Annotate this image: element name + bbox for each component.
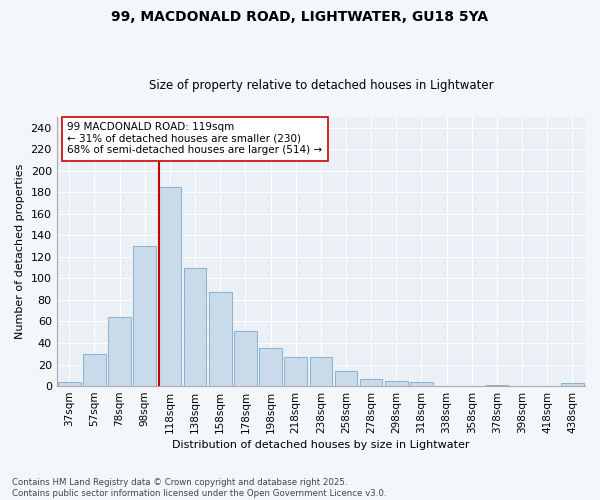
Text: 99 MACDONALD ROAD: 119sqm
← 31% of detached houses are smaller (230)
68% of semi: 99 MACDONALD ROAD: 119sqm ← 31% of detac… bbox=[67, 122, 322, 156]
Bar bbox=[360, 378, 382, 386]
Bar bbox=[310, 357, 332, 386]
Bar bbox=[184, 268, 206, 386]
Bar bbox=[385, 380, 407, 386]
Bar bbox=[158, 187, 181, 386]
Bar bbox=[108, 317, 131, 386]
Y-axis label: Number of detached properties: Number of detached properties bbox=[15, 164, 25, 339]
X-axis label: Distribution of detached houses by size in Lightwater: Distribution of detached houses by size … bbox=[172, 440, 470, 450]
Bar bbox=[410, 382, 433, 386]
Bar bbox=[234, 331, 257, 386]
Bar bbox=[335, 371, 358, 386]
Bar bbox=[485, 385, 508, 386]
Bar bbox=[284, 357, 307, 386]
Bar bbox=[209, 292, 232, 386]
Bar bbox=[83, 354, 106, 386]
Title: Size of property relative to detached houses in Lightwater: Size of property relative to detached ho… bbox=[149, 79, 493, 92]
Bar bbox=[58, 382, 80, 386]
Bar bbox=[561, 383, 584, 386]
Text: Contains HM Land Registry data © Crown copyright and database right 2025.
Contai: Contains HM Land Registry data © Crown c… bbox=[12, 478, 386, 498]
Bar bbox=[259, 348, 282, 386]
Bar bbox=[133, 246, 156, 386]
Text: 99, MACDONALD ROAD, LIGHTWATER, GU18 5YA: 99, MACDONALD ROAD, LIGHTWATER, GU18 5YA bbox=[112, 10, 488, 24]
